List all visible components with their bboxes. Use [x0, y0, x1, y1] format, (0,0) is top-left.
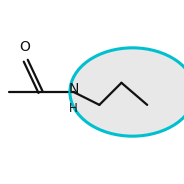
Text: H: H — [69, 102, 78, 115]
Text: O: O — [19, 40, 30, 54]
Ellipse shape — [70, 48, 184, 136]
Text: N: N — [68, 82, 79, 96]
